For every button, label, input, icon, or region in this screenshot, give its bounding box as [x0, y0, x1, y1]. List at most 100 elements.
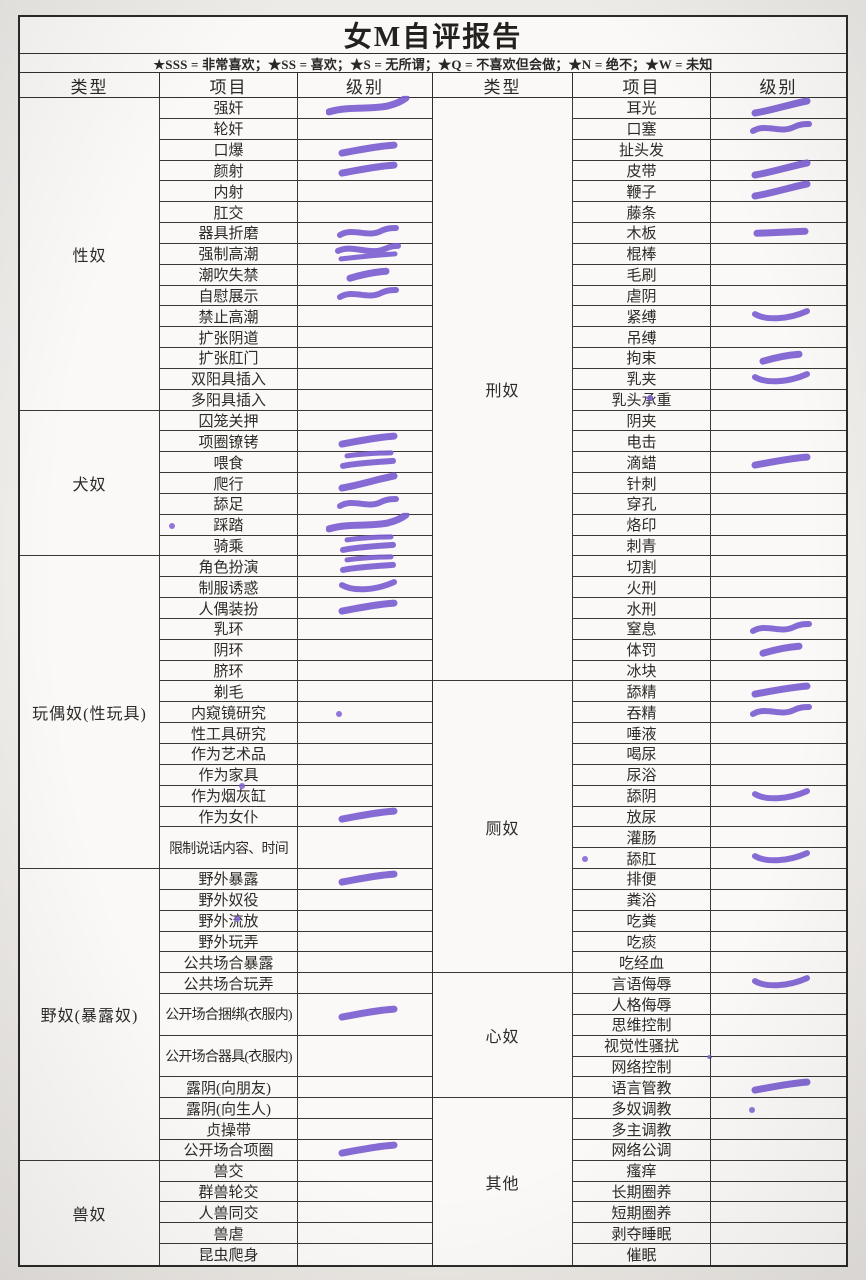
item-label: 项圈镣铐 — [198, 434, 259, 451]
item-cell: 粪浴 — [573, 889, 711, 911]
item-label: 潮吹失禁 — [198, 268, 259, 285]
category-cell: 性奴 — [20, 98, 160, 411]
level-cell — [298, 744, 432, 765]
level-cell — [711, 848, 846, 870]
level-cell — [298, 827, 432, 870]
level-cell — [298, 1182, 432, 1203]
item-cell: 针刺 — [573, 473, 711, 494]
item-label: 视觉性骚扰 — [603, 1039, 679, 1056]
level-cell — [298, 348, 432, 369]
item-label: 喝尿 — [626, 747, 657, 764]
item-cell: 爬行 — [160, 473, 298, 494]
item-label: 吊缚 — [626, 330, 657, 347]
level-cell — [711, 869, 846, 890]
level-cell — [711, 97, 846, 119]
item-cell: 口爆 — [160, 139, 298, 161]
item-label: 露阴(向朋友) — [186, 1080, 271, 1097]
item-label: 内窥镜研究 — [190, 705, 266, 722]
pen-mark — [336, 495, 399, 509]
pen-dot — [233, 915, 240, 922]
item-label: 轮奸 — [213, 122, 244, 139]
item-cell: 作为艺术品 — [160, 744, 298, 765]
item-label: 网络公调 — [611, 1143, 672, 1160]
item-label: 兽虐 — [213, 1226, 244, 1243]
item-label: 群兽轮交 — [198, 1185, 259, 1202]
level-cell — [298, 202, 432, 224]
item-cell: 囚笼关押 — [160, 410, 298, 432]
item-cell: 作为烟灰缸 — [160, 782, 298, 807]
item-cell: 木板 — [573, 223, 711, 244]
item-label: 皮带 — [626, 163, 657, 180]
pen-mark — [751, 683, 811, 699]
level-cell — [298, 286, 432, 307]
category-cell: 兽奴 — [20, 1160, 160, 1265]
item-label: 剃毛 — [213, 684, 244, 701]
level-cell — [298, 869, 432, 890]
level-cell — [711, 223, 846, 244]
item-cell: 露阴(向生人) — [160, 1098, 298, 1120]
item-cell: 内窥镜研究 — [160, 702, 298, 724]
item-label: 冰块 — [626, 664, 657, 681]
category-cell: 其他 — [433, 1098, 573, 1265]
item-cell: 公共场合玩弄 — [160, 973, 298, 995]
item-label: 紧缚 — [626, 309, 657, 326]
item-label: 窒息 — [626, 622, 657, 639]
item-cell: 网络公调 — [573, 1139, 711, 1161]
item-cell: 乳环 — [160, 618, 298, 640]
level-cell — [711, 140, 846, 161]
pen-mark — [338, 472, 398, 492]
pen-mark — [752, 975, 811, 989]
item-cell: 口塞 — [573, 118, 711, 140]
pen-mark — [338, 808, 398, 824]
item-label: 扩张阴道 — [198, 330, 259, 347]
level-cell — [298, 807, 432, 828]
item-cell: 限制说话内容、时间 — [160, 827, 298, 870]
pen-mark — [751, 159, 811, 179]
item-cell: 器具折磨 — [160, 223, 298, 244]
item-label: 野外玩弄 — [198, 934, 259, 951]
item-label: 人格侮辱 — [611, 997, 672, 1014]
item-cell: 性工具研究 — [160, 723, 298, 745]
item-cell: 角色扮演 — [160, 556, 298, 578]
level-cell — [711, 1077, 846, 1099]
level-cell — [298, 577, 432, 599]
level-cell — [298, 1036, 432, 1078]
item-label: 耳光 — [626, 101, 657, 118]
level-cell — [298, 223, 432, 244]
item-cell: 兽虐 — [160, 1223, 298, 1245]
item-cell: 瘙痒 — [573, 1160, 711, 1182]
item-cell: 野外奴役 — [160, 889, 298, 911]
level-cell — [298, 554, 432, 578]
item-cell: 作为女仆 — [160, 806, 298, 828]
pen-mark — [338, 1141, 398, 1157]
pen-mark — [338, 599, 398, 615]
item-cell: 吃经血 — [573, 952, 711, 974]
item-cell: 尿浴 — [573, 764, 711, 786]
level-cell — [711, 681, 846, 703]
item-cell: 剥夺睡眠 — [573, 1223, 711, 1245]
item-label: 毛刷 — [626, 268, 657, 285]
pen-mark — [336, 287, 399, 301]
item-cell: 鞭子 — [573, 181, 711, 203]
level-cell — [711, 306, 846, 328]
level-cell — [711, 452, 846, 474]
item-label: 公共场合玩弄 — [183, 976, 274, 993]
item-cell: 人兽同交 — [160, 1202, 298, 1224]
item-label: 人偶装扮 — [198, 601, 259, 618]
item-cell: 火刑 — [573, 577, 711, 599]
item-label: 器具折磨 — [198, 226, 259, 243]
pen-mark — [751, 1078, 811, 1094]
column-header-type: 类型 — [20, 73, 160, 97]
item-label: 针刺 — [626, 476, 657, 493]
item-label: 乳头承重 — [611, 393, 672, 410]
level-cell — [711, 327, 846, 349]
item-label: 肛交 — [213, 205, 244, 222]
column-header-item: 项目 — [160, 73, 298, 97]
item-cell: 自慰展示 — [160, 285, 298, 307]
item-cell: 毛刷 — [573, 264, 711, 286]
level-cell — [298, 242, 432, 265]
item-cell: 舔精 — [573, 681, 711, 703]
level-cell — [298, 1202, 432, 1224]
pen-mark — [338, 141, 398, 157]
item-cell: 骑乘 — [160, 535, 298, 557]
